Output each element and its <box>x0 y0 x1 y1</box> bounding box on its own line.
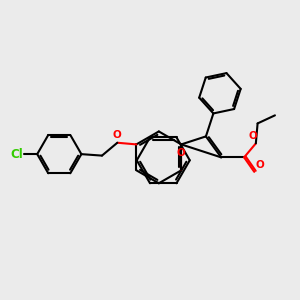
Text: O: O <box>248 131 257 141</box>
Text: O: O <box>113 130 122 140</box>
Text: O: O <box>177 148 186 158</box>
Text: Cl: Cl <box>10 148 23 160</box>
Text: O: O <box>255 160 264 170</box>
